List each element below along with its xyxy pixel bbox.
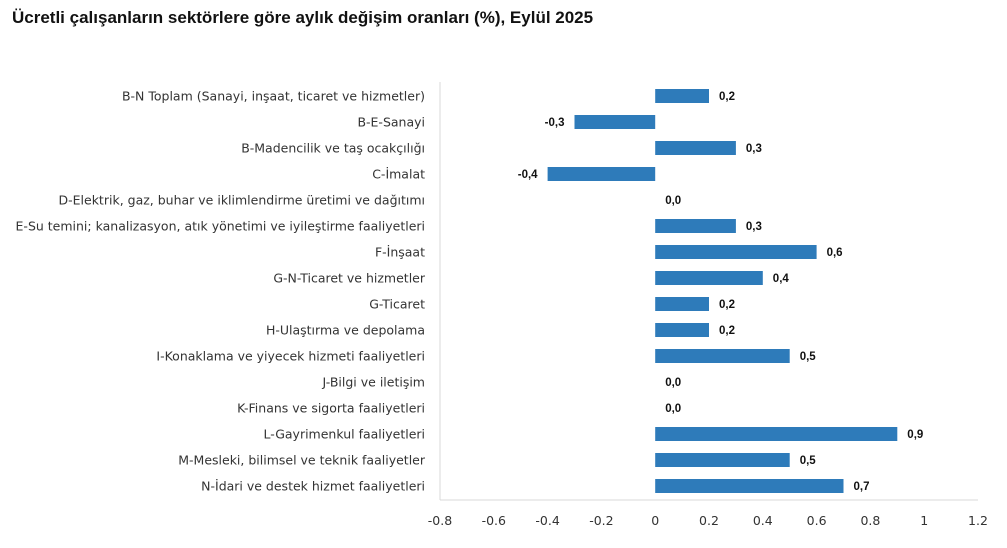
bar	[574, 115, 656, 129]
data-label: 0,0	[665, 195, 681, 207]
data-label: 0,3	[746, 221, 762, 233]
x-tick-label: 1.2	[968, 513, 988, 528]
bar	[655, 245, 817, 259]
category-label: D-Elektrik, gaz, buhar ve iklimlendirme …	[59, 193, 426, 208]
x-tick-label: 1	[920, 513, 928, 528]
x-tick-label: 0.4	[753, 513, 773, 528]
data-label: 0,0	[665, 403, 681, 415]
data-label: 0,6	[827, 247, 843, 259]
category-label: K-Finans ve sigorta faaliyetleri	[237, 401, 425, 416]
category-label: H-Ulaştırma ve depolama	[266, 323, 425, 338]
bar	[655, 89, 709, 103]
data-label: 0,5	[800, 455, 817, 467]
data-label: -0,3	[545, 117, 565, 129]
data-label: 0,2	[719, 325, 735, 337]
data-label: 0,0	[665, 377, 681, 389]
x-tick-label: 0.6	[807, 513, 827, 528]
category-label: N-İdari ve destek hizmet faaliyetleri	[201, 479, 425, 494]
bar	[655, 479, 844, 493]
category-label: L-Gayrimenkul faaliyetleri	[263, 427, 425, 442]
x-tick-label: -0.2	[589, 513, 613, 528]
data-label: 0,9	[907, 429, 923, 441]
bar	[655, 297, 709, 311]
category-label: G-Ticaret	[369, 297, 425, 312]
data-label: 0,5	[800, 351, 817, 363]
data-label: 0,7	[854, 481, 870, 493]
data-label: 0,2	[719, 91, 735, 103]
bar	[655, 323, 709, 337]
bar	[655, 349, 790, 363]
category-label: I-Konaklama ve yiyecek hizmeti faaliyetl…	[156, 349, 425, 364]
bar	[655, 219, 736, 233]
x-tick-label: -0.6	[482, 513, 506, 528]
x-tick-label: -0.4	[535, 513, 559, 528]
bar	[547, 167, 656, 181]
x-tick-label: 0.8	[860, 513, 880, 528]
category-label: E-Su temini; kanalizasyon, atık yönetimi…	[16, 219, 425, 234]
x-tick-label: -0.8	[428, 513, 452, 528]
bar	[655, 453, 790, 467]
category-label: B-Madencilik ve taş ocakçılığı	[241, 141, 425, 156]
category-label: F-İnşaat	[375, 245, 425, 260]
x-tick-label: 0.2	[699, 513, 719, 528]
bar	[655, 271, 763, 285]
category-label: G-N-Ticaret ve hizmetler	[273, 271, 426, 286]
data-label: 0,4	[773, 273, 790, 285]
bar	[655, 141, 736, 155]
bar	[655, 427, 898, 441]
data-label: 0,3	[746, 143, 762, 155]
category-label: M-Mesleki, bilimsel ve teknik faaliyetle…	[178, 453, 426, 468]
chart-title: Ücretli çalışanların sektörlere göre ayl…	[12, 8, 594, 27]
data-label: -0,4	[518, 169, 538, 181]
category-label: C-İmalat	[372, 167, 425, 182]
category-label: B-E-Sanayi	[357, 115, 425, 130]
category-label: J-Bilgi ve iletişim	[322, 375, 425, 390]
x-tick-label: 0	[651, 513, 659, 528]
category-label: B-N Toplam (Sanayi, inşaat, ticaret ve h…	[122, 89, 425, 104]
data-label: 0,2	[719, 299, 735, 311]
